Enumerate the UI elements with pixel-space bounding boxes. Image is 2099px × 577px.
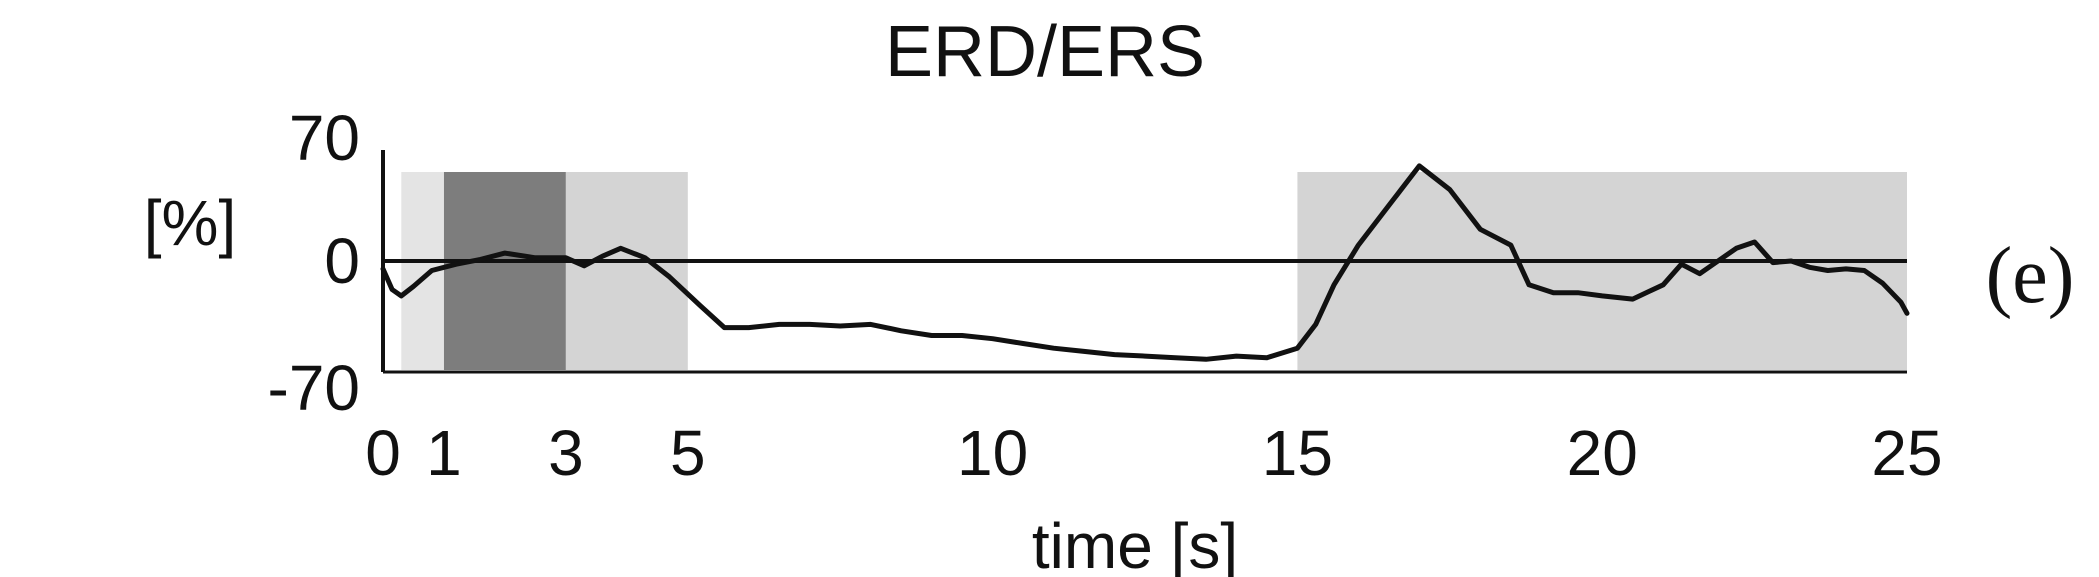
x-tick-labels: 0 1 3 5 10 15 20 25 bbox=[365, 417, 1942, 489]
x-tick-label-1: 1 bbox=[426, 417, 462, 489]
y-tick-label-0: 0 bbox=[324, 225, 360, 297]
series-line bbox=[380, 163, 1910, 362]
y-tick-labels: 70 0 -70 bbox=[268, 102, 361, 424]
shaded-regions bbox=[401, 172, 1907, 370]
x-tick-label-10: 10 bbox=[957, 417, 1028, 489]
y-tick-label--70: -70 bbox=[268, 352, 361, 424]
shaded-region-3 bbox=[1297, 172, 1907, 370]
shaded-region-1 bbox=[443, 172, 566, 370]
x-tick-label-3: 3 bbox=[548, 417, 584, 489]
panel-label: (e) bbox=[1986, 232, 2075, 320]
x-tick-label-25: 25 bbox=[1871, 417, 1942, 489]
y-axis-label: [%] bbox=[144, 187, 236, 259]
x-tick-label-0: 0 bbox=[365, 417, 401, 489]
x-axis-label: time [s] bbox=[1032, 510, 1238, 577]
chart-title: ERD/ERS bbox=[885, 12, 1205, 92]
x-tick-label-5: 5 bbox=[670, 417, 706, 489]
shaded-region-2 bbox=[565, 172, 688, 370]
x-tick-label-15: 15 bbox=[1262, 417, 1333, 489]
x-tick-label-20: 20 bbox=[1567, 417, 1638, 489]
y-tick-label-70: 70 bbox=[289, 102, 360, 174]
